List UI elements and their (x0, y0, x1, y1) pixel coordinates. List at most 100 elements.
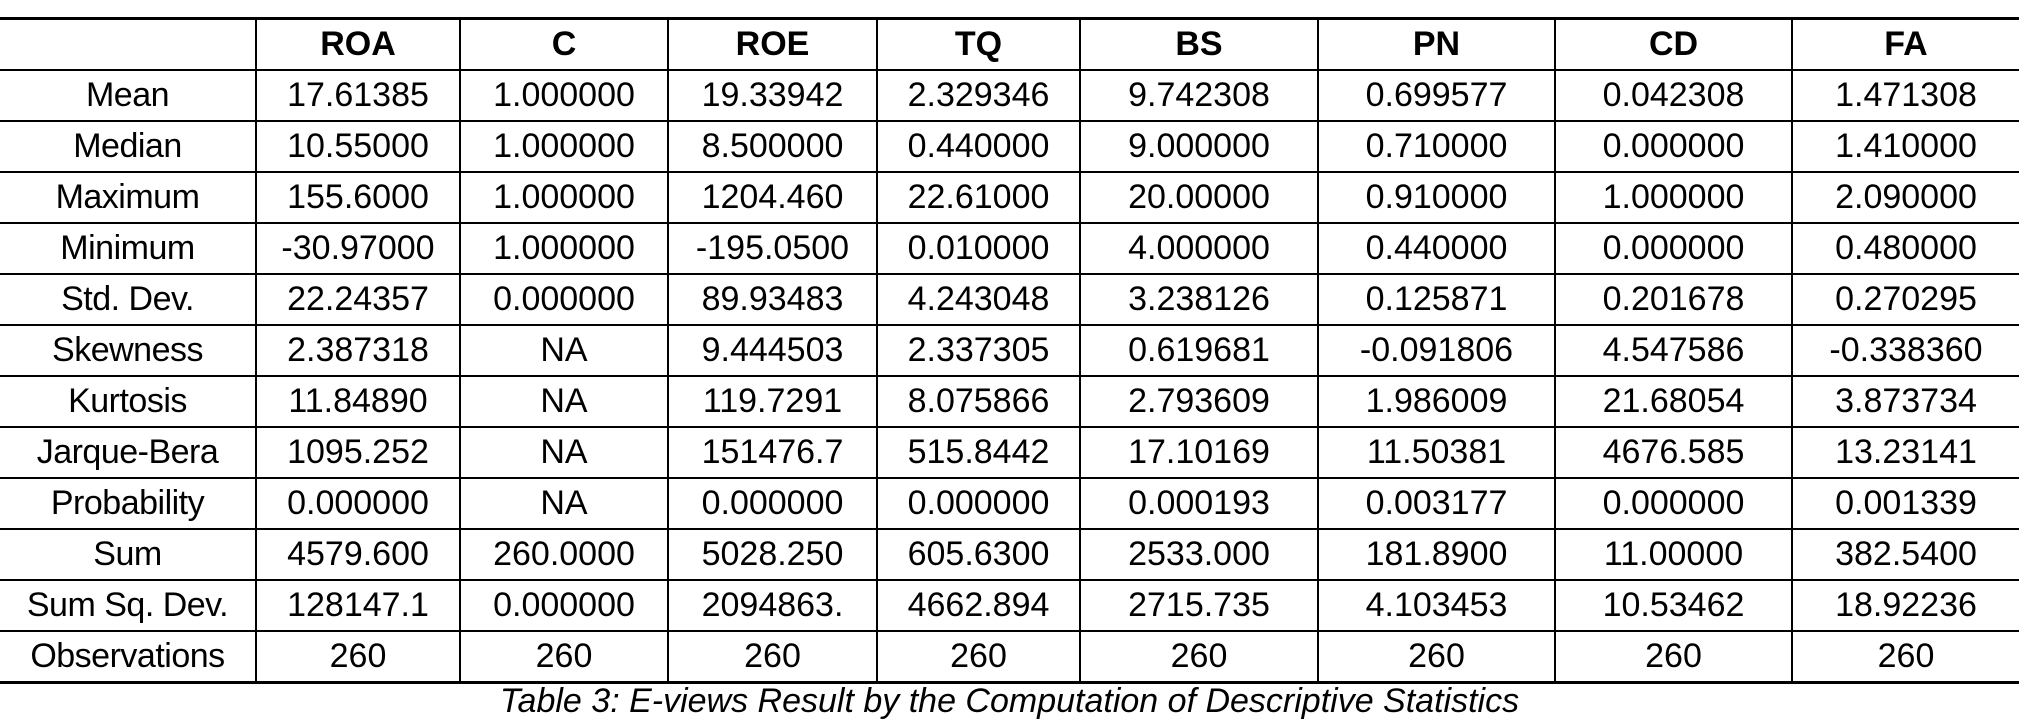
table-cell: 0.000000 (876, 477, 1081, 530)
table-cell: 9.742308 (1079, 69, 1319, 122)
table-cell: 1095.252 (255, 426, 461, 479)
table-cell: -195.0500 (667, 222, 878, 275)
row-label: Jarque-Bera (0, 426, 257, 479)
table-cell: 0.042308 (1554, 69, 1793, 122)
table-cell: 18.92236 (1791, 579, 2019, 632)
table-cell: NA (459, 324, 669, 377)
column-header: FA (1791, 17, 2019, 71)
table-cell: 4.103453 (1317, 579, 1556, 632)
row-label: Maximum (0, 171, 257, 224)
column-header: BS (1079, 17, 1319, 71)
table-cell: 8.075866 (876, 375, 1081, 428)
table-cell: 0.001339 (1791, 477, 2019, 530)
table-row: Mean 17.61385 1.000000 19.33942 2.329346 9.74… (0, 69, 2019, 122)
table-cell: 0.480000 (1791, 222, 2019, 275)
table-cell: 5028.250 (667, 528, 878, 581)
column-header: PN (1317, 17, 1556, 71)
row-label: Median (0, 120, 257, 173)
table-cell: 260 (876, 630, 1081, 684)
table-cell: 181.8900 (1317, 528, 1556, 581)
column-header: CD (1554, 17, 1793, 71)
table-cell: 2.793609 (1079, 375, 1319, 428)
table-cell: 260 (1554, 630, 1793, 684)
table-cell: 0.000000 (1554, 120, 1793, 173)
table-row: Probability 0.000000 NA 0.000000 0.000000 0.0… (0, 477, 2019, 530)
table-cell: 1.986009 (1317, 375, 1556, 428)
table-cell: 10.53462 (1554, 579, 1793, 632)
table-cell: 2533.000 (1079, 528, 1319, 581)
table-cell: 2715.735 (1079, 579, 1319, 632)
table-cell: 13.23141 (1791, 426, 2019, 479)
table-cell: 1.000000 (1554, 171, 1793, 224)
table-cell: 2.090000 (1791, 171, 2019, 224)
table-cell: 119.7291 (667, 375, 878, 428)
table-cell: 0.201678 (1554, 273, 1793, 326)
table-cell: 0.710000 (1317, 120, 1556, 173)
table-cell: 2094863. (667, 579, 878, 632)
table-cell: 260 (1317, 630, 1556, 684)
table-cell: 4.000000 (1079, 222, 1319, 275)
table-cell: 0.000000 (255, 477, 461, 530)
column-header: C (459, 17, 669, 71)
table-cell: 260 (255, 630, 461, 684)
header-corner-cell (0, 17, 257, 71)
table-cell: 0.619681 (1079, 324, 1319, 377)
table-cell: 260 (1079, 630, 1319, 684)
table-cell: 0.010000 (876, 222, 1081, 275)
table-caption: Table 3: E-views Result by the Computati… (499, 682, 1520, 720)
table-cell: 128147.1 (255, 579, 461, 632)
column-header: ROA (255, 17, 461, 71)
table-cell: 2.329346 (876, 69, 1081, 122)
table-cell: 22.24357 (255, 273, 461, 326)
column-header: TQ (876, 17, 1081, 71)
table-row: Observations 260 260 260 260 260 260 260 260 (0, 630, 2019, 684)
table-cell: 0.003177 (1317, 477, 1556, 530)
table-cell: 0.699577 (1317, 69, 1556, 122)
table-cell: 260 (667, 630, 878, 684)
table-cell: NA (459, 477, 669, 530)
table-cell: 21.68054 (1554, 375, 1793, 428)
table-cell: 0.000000 (1554, 477, 1793, 530)
table-cell: 260.0000 (459, 528, 669, 581)
table-cell: 260 (1791, 630, 2019, 684)
table-cell: 1204.460 (667, 171, 878, 224)
table-cell: 10.55000 (255, 120, 461, 173)
table-cell: 19.33942 (667, 69, 878, 122)
table-cell: 2.337305 (876, 324, 1081, 377)
table-row: Median 10.55000 1.000000 8.500000 0.440000 9.… (0, 120, 2019, 173)
table-cell: 151476.7 (667, 426, 878, 479)
table-row: Sum Sq. Dev. 128147.1 0.000000 2094863. 4662… (0, 579, 2019, 632)
row-label: Kurtosis (0, 375, 257, 428)
table-cell: 1.410000 (1791, 120, 2019, 173)
table-cell: 0.000000 (459, 579, 669, 632)
table-cell: 22.61000 (876, 171, 1081, 224)
table-cell: 2.387318 (255, 324, 461, 377)
table-cell: -0.091806 (1317, 324, 1556, 377)
table-cell: 1.000000 (459, 222, 669, 275)
row-label: Sum (0, 528, 257, 581)
table-cell: 4676.585 (1554, 426, 1793, 479)
table-cell: 0.440000 (1317, 222, 1556, 275)
table-cell: 0.270295 (1791, 273, 2019, 326)
table-cell: 11.84890 (255, 375, 461, 428)
table-cell: 4.243048 (876, 273, 1081, 326)
table-cell: 3.238126 (1079, 273, 1319, 326)
table-row: Kurtosis 11.84890 NA 119.7291 8.075866 2.7936… (0, 375, 2019, 428)
table-cell: 1.000000 (459, 69, 669, 122)
table-cell: 8.500000 (667, 120, 878, 173)
row-label: Observations (0, 630, 257, 684)
row-label: Skewness (0, 324, 257, 377)
table-cell: 260 (459, 630, 669, 684)
table-cell: 0.000193 (1079, 477, 1319, 530)
table-row: Maximum 155.6000 1.000000 1204.460 22.61000 2… (0, 171, 2019, 224)
table-cell: 20.00000 (1079, 171, 1319, 224)
table-cell: 1.000000 (459, 120, 669, 173)
table-cell: 605.6300 (876, 528, 1081, 581)
table-cell: 89.93483 (667, 273, 878, 326)
column-header: ROE (667, 17, 878, 71)
table-cell: 515.8442 (876, 426, 1081, 479)
table-cell: NA (459, 375, 669, 428)
table-cell: 382.5400 (1791, 528, 2019, 581)
table-cell: 17.10169 (1079, 426, 1319, 479)
table-cell: 0.910000 (1317, 171, 1556, 224)
